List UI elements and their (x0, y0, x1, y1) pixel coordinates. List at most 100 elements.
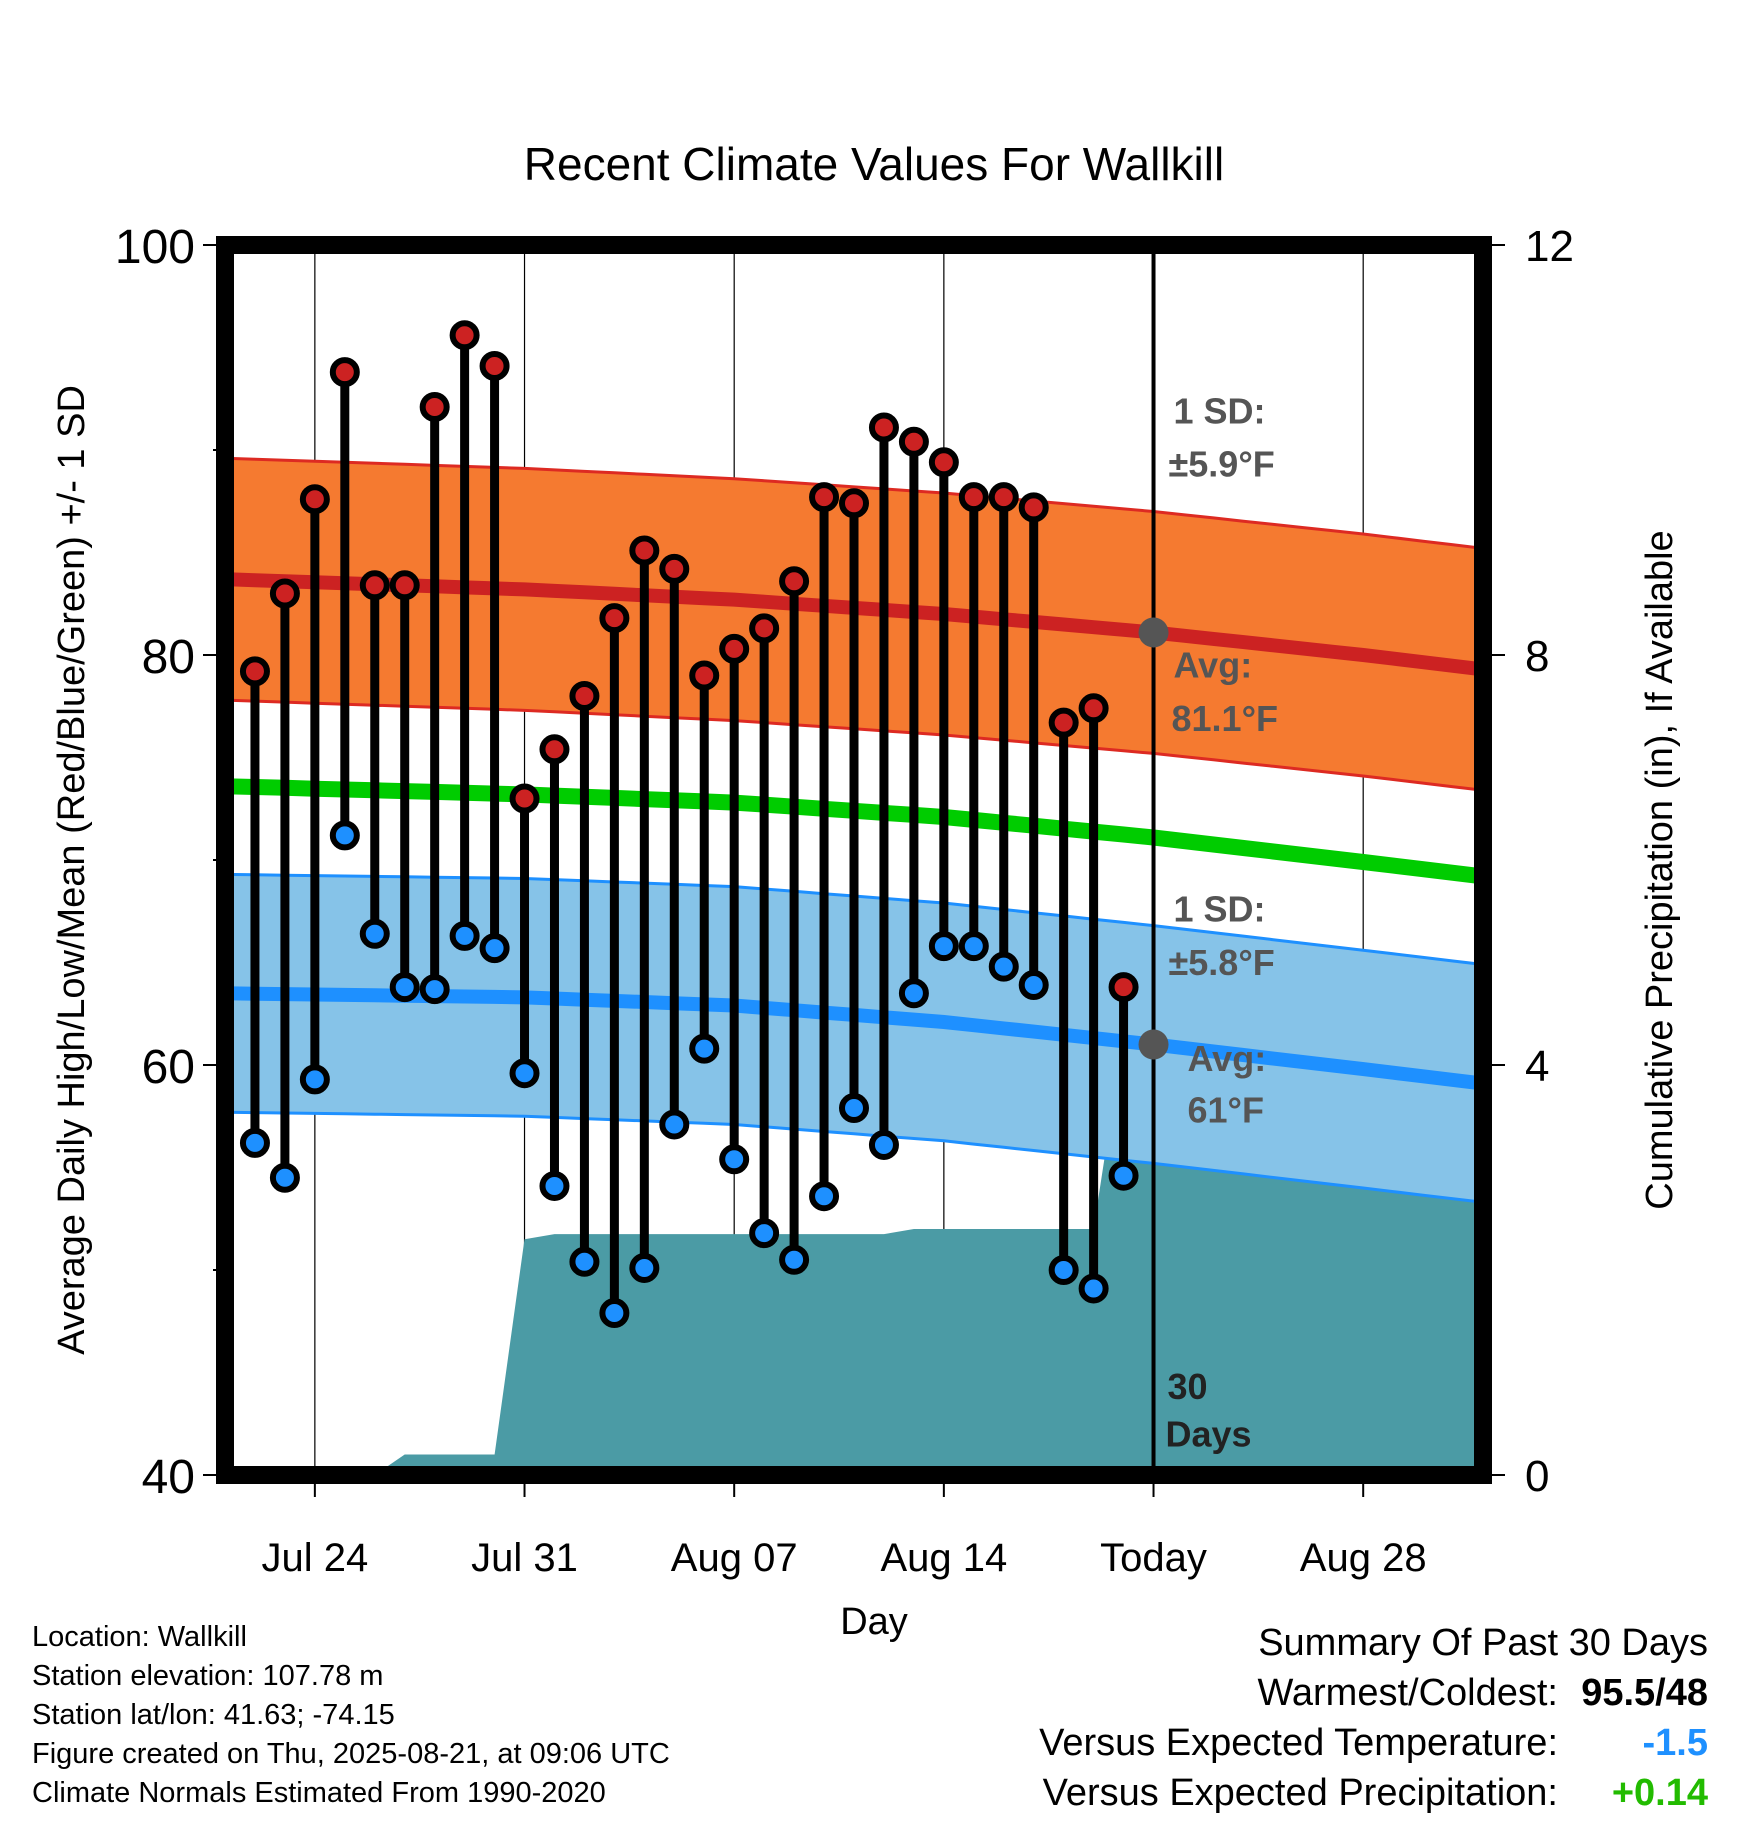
obs-high-point (269, 578, 300, 609)
obs-high-point (1078, 693, 1109, 724)
obs-high-point (928, 447, 959, 478)
obs-high-point (629, 535, 660, 566)
summary-temp-row: Versus Expected Temperature: -1.5 (1039, 1718, 1708, 1768)
low-avg-label: Avg: (1188, 1038, 1267, 1079)
obs-low-point (749, 1218, 780, 1249)
low-avg-value: 61°F (1188, 1089, 1264, 1130)
obs-low-point (958, 931, 989, 962)
y2-tick-label: 12 (1525, 222, 1574, 271)
high-sd-label: 1 SD: (1174, 390, 1266, 431)
summary-warmest-row: Warmest/Coldest: 95.5/48 (1039, 1668, 1708, 1718)
obs-low-point (988, 951, 1019, 982)
y-tick-label: 60 (142, 1041, 195, 1094)
created-text: Figure created on Thu, 2025-08-21, at 09… (32, 1738, 670, 1770)
y-axis-label: Average Daily High/Low/Mean (Red/Blue/Gr… (51, 385, 93, 1355)
obs-high-point (689, 660, 720, 691)
obs-high-point (1108, 972, 1139, 1003)
obs-high-point (329, 357, 360, 388)
station-info: Location: Wallkill Station elevation: 10… (32, 1618, 670, 1813)
obs-high-point (988, 482, 1019, 513)
obs-low-point (719, 1144, 750, 1175)
obs-high-point (839, 488, 869, 519)
obs-low-point (569, 1246, 600, 1277)
low-sd-label: 1 SD: (1174, 889, 1266, 930)
obs-high-point (509, 783, 540, 814)
warmest-coldest-label: Warmest/Coldest: (1257, 1672, 1558, 1714)
obs-low-point (329, 820, 360, 851)
obs-high-point (719, 633, 750, 664)
latlon-text: Station lat/lon: 41.63; -74.15 (32, 1699, 395, 1731)
obs-low-point (868, 1129, 899, 1160)
obs-low-point (479, 933, 510, 964)
obs-low-point (659, 1109, 690, 1140)
obs-high-point (779, 566, 810, 597)
obs-high-point (479, 350, 510, 381)
obs-low-point (898, 978, 929, 1009)
obs-high-point (419, 391, 450, 422)
x-tick-label: Aug 28 (1300, 1536, 1427, 1580)
temp-versus-label: Versus Expected Temperature: (1039, 1722, 1558, 1764)
obs-high-point (299, 484, 330, 515)
obs-low-point (839, 1093, 869, 1124)
summary-title: Summary Of Past 30 Days (1258, 1622, 1708, 1664)
obs-high-point (569, 681, 600, 711)
low-sd-value: ±5.8°F (1169, 942, 1275, 983)
obs-high-point (749, 613, 780, 644)
obs-low-point (449, 920, 480, 951)
window-label-days: Days (1166, 1413, 1252, 1454)
obs-low-point (389, 972, 420, 1003)
x-tick-label: Jul 24 (261, 1536, 368, 1580)
high-avg-value: 81.1°F (1172, 698, 1278, 739)
obs-high-point (898, 426, 929, 457)
x-axis-label: Day (840, 1601, 908, 1643)
obs-low-point (419, 974, 450, 1005)
elevation-text: Station elevation: 107.78 m (32, 1660, 384, 1692)
obs-low-point (1018, 970, 1049, 1001)
obs-high-point (599, 603, 630, 634)
x-tick-label: Aug 14 (880, 1536, 1007, 1580)
location-text: Location: Wallkill (32, 1621, 247, 1653)
x-tick-label: Today (1100, 1536, 1207, 1580)
precip-versus-value: +0.14 (1611, 1772, 1708, 1814)
normals-text: Climate Normals Estimated From 1990-2020 (32, 1777, 606, 1809)
y2-axis-label: Cumulative Precipitation (in), If Availa… (1639, 530, 1681, 1209)
obs-low-point (809, 1181, 840, 1212)
obs-high-point (449, 320, 480, 351)
obs-low-point (509, 1058, 540, 1089)
y2-tick-label: 0 (1525, 1452, 1549, 1501)
x-tick-label: Jul 31 (471, 1536, 578, 1580)
obs-low-point (629, 1252, 660, 1283)
chart-title: Recent Climate Values For Wallkill (524, 138, 1224, 190)
obs-low-point (359, 918, 390, 949)
obs-low-point (299, 1064, 330, 1095)
obs-high-point (1018, 492, 1049, 523)
obs-high-point (659, 553, 690, 584)
x-tick-label: Aug 07 (671, 1536, 798, 1580)
obs-low-point (539, 1170, 570, 1201)
plot-inner: 1 SD: ±5.9°F Avg: 81.1°F 1 SD: ±5.8°F Avg: 61°F… (225, 245, 1483, 1475)
obs-low-point (239, 1127, 270, 1158)
high-avg-marker (1138, 617, 1169, 648)
obs-low-point (269, 1162, 300, 1193)
obs-high-point (809, 482, 840, 513)
plot-area: 1 SD: ±5.9°F Avg: 81.1°F 1 SD: ±5.8°F Avg: 61°F… (115, 221, 1574, 1580)
summary-precip-row: Versus Expected Precipitation: +0.14 (1039, 1768, 1708, 1818)
y2-tick-label: 8 (1525, 632, 1549, 681)
y-tick-label: 100 (115, 221, 195, 274)
precip-versus-label: Versus Expected Precipitation: (1042, 1772, 1558, 1814)
summary-panel: Summary Of Past 30 Days Warmest/Coldest:… (1039, 1618, 1708, 1818)
obs-low-point (1048, 1255, 1079, 1285)
obs-low-point (928, 931, 959, 962)
high-sd-value: ±5.9°F (1169, 444, 1275, 485)
obs-low-point (689, 1033, 720, 1064)
obs-high-point (239, 656, 270, 687)
window-label-30: 30 (1168, 1366, 1208, 1407)
temp-versus-value: -1.5 (1642, 1722, 1708, 1764)
obs-low-point (599, 1298, 630, 1329)
obs-low-point (1108, 1160, 1139, 1191)
obs-high-point (958, 482, 989, 513)
y-tick-label: 40 (142, 1451, 195, 1504)
low-avg-marker (1138, 1029, 1169, 1060)
warmest-coldest-value: 95.5/48 (1581, 1672, 1708, 1714)
